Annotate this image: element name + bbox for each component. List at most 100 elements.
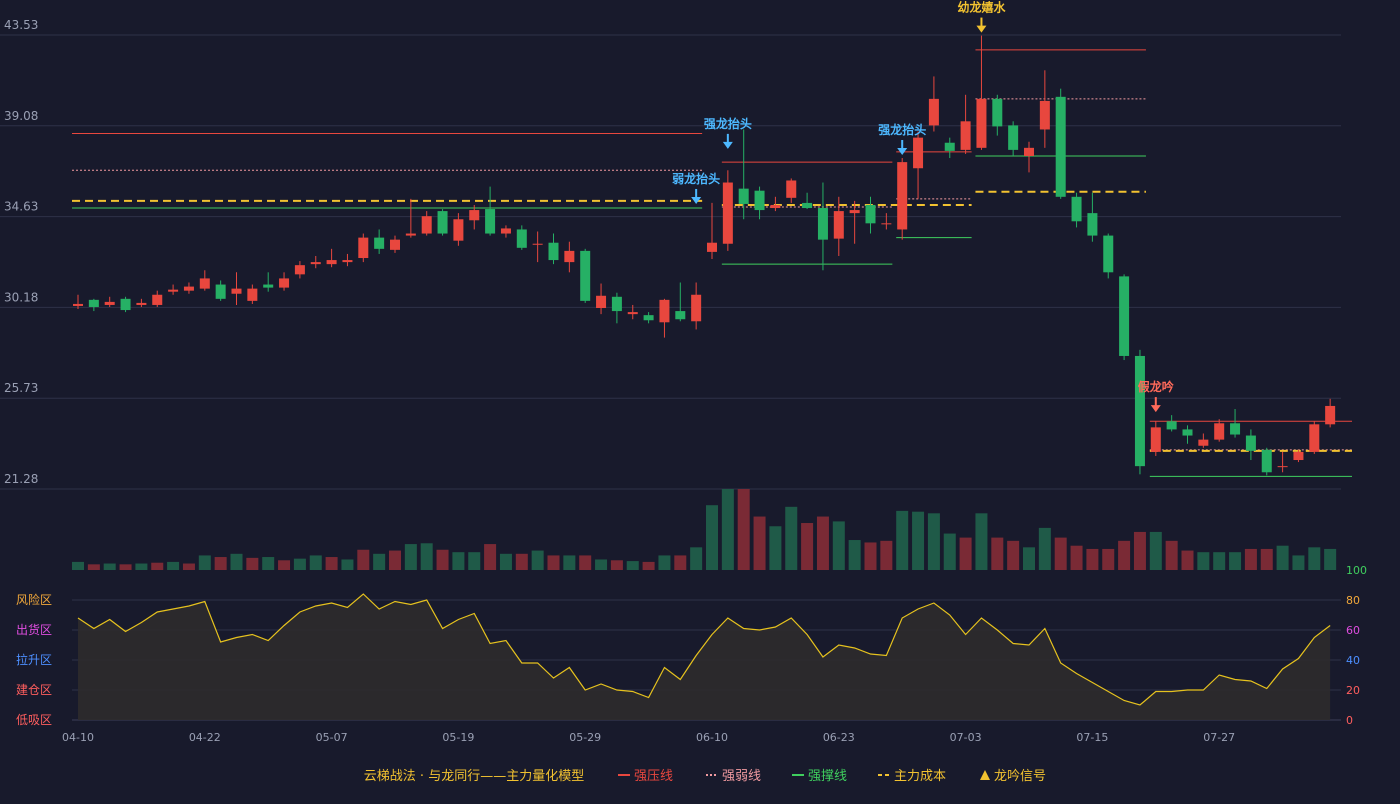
osc-tick-label: 0: [1346, 714, 1353, 727]
volume-bar: [848, 540, 861, 570]
candle: [1150, 421, 1161, 456]
candle-body: [1261, 449, 1272, 473]
candle: [675, 282, 686, 322]
candle: [453, 213, 464, 246]
candle: [263, 272, 274, 292]
volume-bar: [436, 549, 449, 570]
candle: [342, 253, 353, 267]
volume-bar: [959, 537, 972, 570]
candle: [1103, 233, 1114, 279]
candle: [358, 233, 369, 263]
candle-body: [1087, 213, 1098, 236]
candle: [152, 290, 163, 307]
candle-body: [168, 289, 179, 292]
candle: [279, 272, 290, 291]
candle-body: [453, 219, 464, 241]
candle-body: [1198, 439, 1209, 446]
volume-bar: [278, 560, 291, 570]
volume-bar: [484, 544, 497, 570]
x-tick-label: 04-22: [189, 731, 221, 744]
x-axis: 04-10 04-22 05-07 05-19 05-29 06-10 06-23 07-03…: [62, 731, 1235, 744]
legend: 云梯战法 · 与龙同行——主力量化模型 强压线 强弱线 强撑线 主力成本 龙吟信号: [364, 768, 1046, 784]
osc-zone-label: 出货区: [16, 622, 52, 637]
candle: [897, 158, 908, 240]
volume-bar: [103, 563, 116, 570]
candle: [802, 192, 813, 210]
volume-bar: [975, 513, 988, 570]
volume-bar: [579, 555, 592, 570]
candle: [405, 198, 416, 238]
candle-body: [1182, 429, 1193, 436]
candle: [1325, 398, 1336, 428]
volume-bar: [357, 549, 370, 570]
signal-label: 幼龙嬉水: [957, 0, 1006, 15]
candle: [992, 94, 1003, 136]
candle: [136, 298, 147, 307]
candle-body: [802, 202, 813, 209]
volume-bar: [420, 543, 433, 570]
price-tick-label: 43.53: [4, 18, 38, 32]
candle: [1214, 419, 1225, 442]
candle-body: [1214, 423, 1225, 440]
candle: [88, 298, 99, 312]
legend-item-label: 主力成本: [894, 769, 946, 784]
volume-bar: [468, 552, 481, 570]
candle: [1087, 192, 1098, 242]
candle: [1055, 88, 1066, 199]
volume-bar: [309, 555, 322, 570]
candle-body: [532, 243, 543, 245]
candle-body: [707, 242, 717, 252]
candle-body: [437, 211, 448, 234]
candle-body: [1134, 355, 1145, 467]
signal-marker: 幼龙嬉水: [957, 0, 1006, 33]
volume-bar: [1229, 552, 1242, 570]
candle: [944, 137, 955, 159]
signal-label: 强龙抬头: [878, 122, 926, 137]
volume-bar: [389, 550, 401, 570]
volume-bar: [626, 561, 639, 570]
candle: [199, 270, 210, 291]
candle: [1008, 121, 1019, 156]
volume-bar: [1149, 531, 1162, 570]
candle-body: [88, 299, 99, 307]
candle-body: [596, 295, 607, 309]
candle-body: [738, 188, 749, 204]
candle: [532, 231, 543, 263]
volume-bar: [896, 510, 909, 570]
candle: [1119, 274, 1130, 361]
volume-bar: [230, 553, 243, 570]
candle: [849, 200, 860, 244]
volume-bar: [563, 555, 576, 570]
legend-item-label: 强撑线: [808, 769, 847, 784]
candle-body: [1024, 147, 1034, 156]
candle: [960, 94, 971, 154]
price-tick-label: 21.28: [4, 472, 38, 486]
price-tick-label: 25.73: [4, 381, 38, 395]
candle-body: [183, 286, 194, 291]
candle: [580, 248, 591, 303]
candle: [754, 186, 765, 220]
volume-bar: [912, 511, 925, 570]
candle-body: [231, 288, 242, 294]
x-tick-label: 07-15: [1076, 731, 1108, 744]
candle: [231, 272, 242, 305]
candle-body: [1277, 466, 1288, 468]
volume-bar: [610, 560, 623, 570]
candle: [1134, 349, 1145, 475]
price-tick-label: 30.18: [4, 290, 38, 304]
volume-bar: [1054, 537, 1067, 570]
x-tick-label: 05-29: [569, 731, 601, 744]
candle: [627, 304, 638, 320]
volume-bar: [880, 540, 893, 570]
volume-bar: [832, 521, 845, 570]
candle: [1039, 70, 1050, 148]
candle: [1071, 192, 1082, 228]
candle-body: [754, 190, 765, 211]
osc-area: [78, 594, 1331, 720]
x-tick-label: 06-23: [823, 731, 855, 744]
volume-bar: [499, 553, 512, 570]
candle: [1261, 447, 1272, 476]
volume-bar: [1181, 550, 1194, 570]
